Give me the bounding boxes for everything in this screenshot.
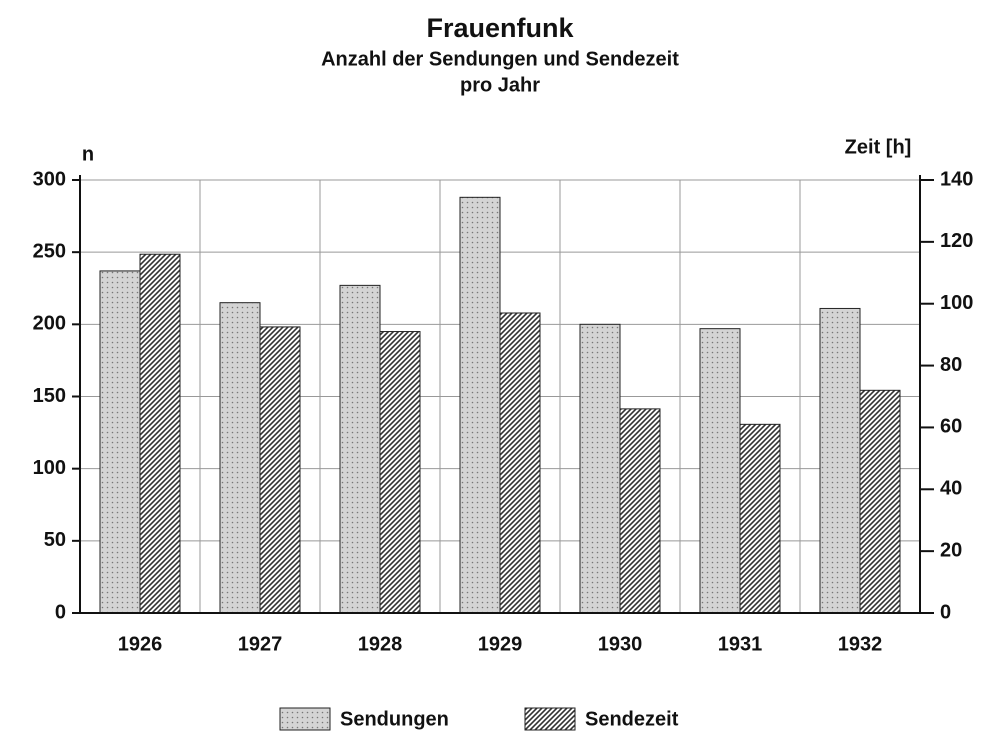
bar [699, 328, 741, 614]
chart-subtitle: pro Jahr [460, 74, 540, 96]
chart-subtitle: Anzahl der Sendungen und Sendezeit [321, 48, 679, 70]
y-tick-label: 250 [33, 240, 66, 262]
bar [219, 302, 261, 614]
y-tick-label: 0 [55, 601, 66, 623]
y2-tick-label: 40 [940, 478, 962, 500]
y-tick-label: 50 [44, 529, 66, 551]
y2-tick-label: 120 [940, 230, 973, 252]
x-tick-label: 1928 [358, 633, 403, 655]
bar [859, 389, 901, 614]
y-tick-label: 150 [33, 385, 66, 407]
y2-tick-label: 20 [940, 539, 962, 561]
y2-tick-label: 0 [940, 601, 951, 623]
x-tick-label: 1930 [598, 633, 643, 655]
x-tick-label: 1929 [478, 633, 523, 655]
bar [259, 326, 301, 614]
y2-tick-label: 60 [940, 416, 962, 438]
y2-tick-label: 100 [940, 292, 973, 314]
legend-label: Sendungen [340, 708, 449, 730]
bar [619, 408, 661, 614]
y-axis-label: n [82, 143, 94, 165]
y-tick-label: 300 [33, 168, 66, 190]
legend-swatch [524, 707, 576, 731]
bar [379, 331, 421, 614]
bar [339, 284, 381, 614]
x-tick-label: 1927 [238, 633, 283, 655]
y2-axis-label: Zeit [h] [845, 136, 912, 158]
x-tick-label: 1932 [838, 633, 883, 655]
legend-swatch [279, 707, 331, 731]
bar [819, 307, 861, 614]
bar [139, 253, 181, 614]
bar [739, 423, 781, 614]
y-tick-label: 100 [33, 457, 66, 479]
x-tick-label: 1931 [718, 633, 763, 655]
x-tick-label: 1926 [118, 633, 163, 655]
y2-tick-label: 140 [940, 168, 973, 190]
chart-title: Frauenfunk [426, 13, 574, 43]
bar [459, 196, 501, 614]
y-tick-label: 200 [33, 313, 66, 335]
y2-tick-label: 80 [940, 354, 962, 376]
bar [99, 270, 141, 614]
bar [579, 323, 621, 614]
legend-label: Sendezeit [585, 708, 679, 730]
bar [499, 312, 541, 614]
